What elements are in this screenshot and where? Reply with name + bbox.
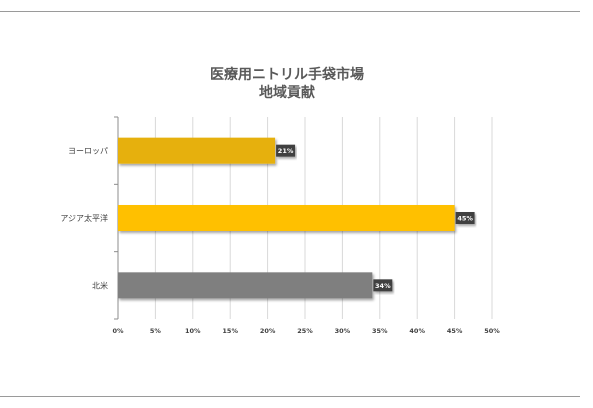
x-tick-label: 45% bbox=[447, 327, 463, 335]
bar bbox=[118, 137, 276, 164]
bar bbox=[118, 205, 455, 231]
x-tick-label: 20% bbox=[260, 327, 276, 335]
x-tick-label: 30% bbox=[335, 327, 351, 335]
data-label-box bbox=[276, 144, 296, 157]
data-label-box bbox=[373, 279, 393, 292]
x-tick-label: 0% bbox=[112, 327, 124, 335]
bar bbox=[118, 272, 373, 299]
x-tick-label: 50% bbox=[484, 327, 500, 335]
x-tick-label: 15% bbox=[222, 327, 238, 335]
data-label: 21% bbox=[278, 147, 294, 155]
data-label-box bbox=[455, 212, 475, 224]
x-tick-label: 5% bbox=[150, 327, 162, 335]
x-tick-label: 10% bbox=[185, 327, 201, 335]
category-label: ヨーロッパ bbox=[68, 147, 108, 156]
category-label: アジア太平洋 bbox=[60, 213, 108, 223]
x-tick-label: 35% bbox=[372, 327, 388, 335]
labels: ヨーロッパ 21% アジア太平洋 45% 北米 34% bbox=[60, 144, 475, 292]
data-label: 45% bbox=[457, 215, 473, 223]
bottom-divider bbox=[0, 396, 580, 397]
chart-subtitle: 地域貢献 bbox=[259, 84, 315, 101]
x-tick-label: 25% bbox=[297, 327, 313, 335]
chart-title: 医療用ニトリル手袋市場 bbox=[210, 66, 364, 83]
x-tick-label: 40% bbox=[409, 327, 425, 335]
top-divider bbox=[0, 11, 580, 12]
category-label: 北米 bbox=[92, 280, 108, 290]
bars bbox=[118, 137, 455, 299]
data-label: 34% bbox=[375, 282, 391, 290]
